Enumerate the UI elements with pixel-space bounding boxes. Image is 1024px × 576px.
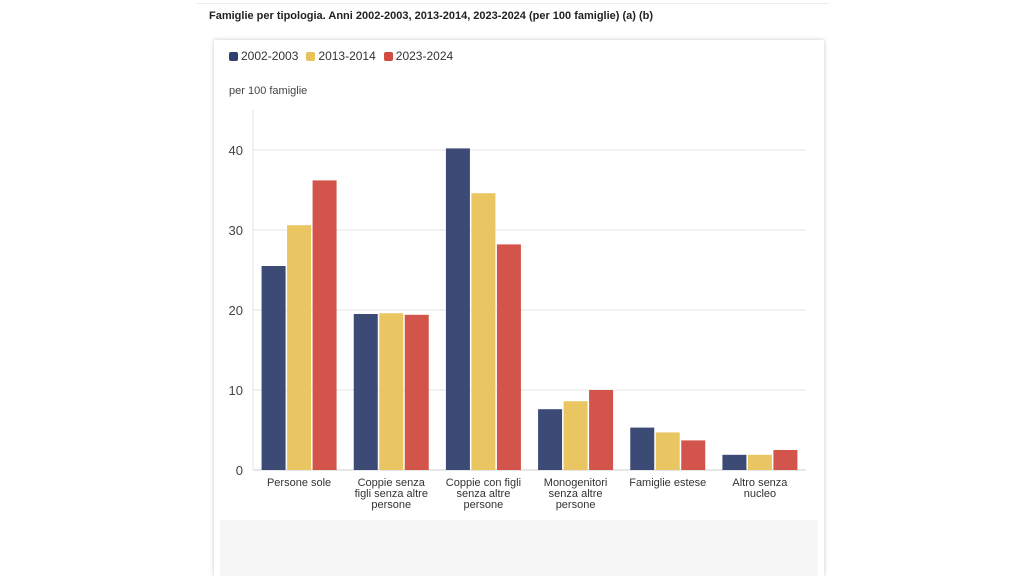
- legend-item-series-3[interactable]: 2023-2024: [383, 49, 454, 63]
- legend-swatch-series-1: [229, 51, 238, 61]
- legend-label-series-3: 2023-2024: [395, 49, 454, 63]
- bar-3-cat-2: [404, 314, 429, 470]
- legend-label-series-2: 2013-2014: [318, 49, 376, 63]
- x-tick-label: Altro senza: [732, 477, 788, 489]
- legend-item-series-1[interactable]: 2002-2003: [229, 49, 298, 63]
- chart-legend: 2002-2003 2013-2014 2023-2024: [229, 49, 455, 63]
- bar-1-cat-2: [353, 314, 378, 470]
- y-tick-label: 0: [236, 463, 243, 478]
- bar-3-cat-4: [589, 390, 614, 470]
- x-tick-label: Coppie senza: [358, 477, 426, 489]
- x-tick-label: Persone sole: [267, 477, 331, 489]
- bar-1-cat-6: [722, 454, 747, 470]
- legend-swatch-series-2: [306, 51, 316, 61]
- x-tick-label: figli senza altre: [355, 488, 428, 500]
- bar-2-cat-4: [563, 401, 588, 470]
- bar-2-cat-6: [747, 454, 772, 470]
- y-tick-label: 40: [229, 143, 243, 158]
- x-tick-label: senza altre: [549, 488, 603, 500]
- legend-swatch-series-3: [383, 51, 393, 61]
- x-tick-label: Coppie con figli: [446, 477, 521, 489]
- y-tick-label: 10: [229, 383, 243, 398]
- bar-2-cat-5: [655, 432, 680, 470]
- x-tick-label: nucleo: [744, 488, 776, 500]
- bar-2-cat-1: [287, 225, 312, 470]
- top-divider: [197, 3, 829, 4]
- bar-1-cat-3: [445, 148, 470, 470]
- y-tick-label: 20: [229, 303, 243, 318]
- bar-2-cat-3: [471, 193, 496, 470]
- x-tick-label: Monogenitori: [544, 477, 608, 489]
- page-title: Famiglie per tipologia. Anni 2002-2003, …: [209, 10, 654, 22]
- bar-3-cat-6: [773, 450, 798, 470]
- legend-label-series-1: 2002-2003: [241, 49, 299, 63]
- x-tick-label: Famiglie estese: [629, 477, 706, 489]
- x-tick-label: persone: [556, 499, 596, 511]
- bar-1-cat-1: [261, 266, 286, 470]
- bar-1-cat-5: [630, 427, 655, 470]
- x-tick-label: persone: [464, 499, 504, 511]
- bar-3-cat-3: [496, 244, 521, 470]
- x-tick-label: senza altre: [457, 488, 511, 500]
- bar-1-cat-4: [538, 409, 563, 470]
- chart-card-footer: [220, 520, 818, 576]
- y-tick-label: 30: [229, 223, 243, 238]
- bar-3-cat-5: [681, 440, 706, 470]
- y-axis-title: per 100 famiglie: [229, 85, 308, 97]
- bar-2-cat-2: [379, 313, 404, 470]
- legend-item-series-2[interactable]: 2013-2014: [306, 49, 376, 63]
- x-tick-label: persone: [371, 499, 411, 511]
- bar-3-cat-1: [312, 180, 337, 470]
